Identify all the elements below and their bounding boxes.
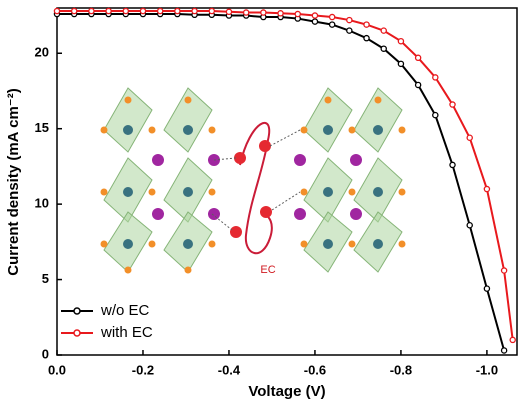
legend-marker: [73, 307, 81, 315]
y-axis-title: Current density (mA cm⁻²): [5, 88, 22, 275]
data-point: [191, 7, 198, 15]
data-point: [260, 9, 267, 16]
legend-label: w/o EC: [100, 302, 150, 319]
x-tick-label: -0.6: [304, 362, 326, 377]
x-tick-label: -0.8: [390, 362, 412, 377]
y-tick-label: 20: [35, 45, 49, 60]
data-point: [156, 7, 164, 15]
y-tick-label: 0: [42, 346, 49, 361]
data-point: [483, 285, 491, 292]
series-line: [57, 10, 514, 341]
data-point: [466, 134, 473, 141]
data-point: [139, 7, 147, 15]
data-point: [449, 101, 456, 108]
data-point: [414, 54, 422, 62]
x-tick-label: -0.2: [132, 362, 154, 377]
data-point: [397, 37, 405, 45]
data-point: [363, 21, 370, 28]
data-point: [509, 336, 516, 344]
y-tick-label: 10: [35, 196, 49, 211]
legend-marker: [73, 329, 81, 337]
annotation: EC: [260, 264, 275, 276]
data-point: [500, 347, 508, 354]
legend-label: with EC: [100, 324, 153, 341]
data-point: [105, 7, 112, 15]
data-point: [346, 27, 353, 34]
data-point: [208, 7, 216, 15]
data-point: [414, 81, 422, 89]
data-point: [449, 161, 456, 169]
x-tick-label: 0.0: [48, 362, 66, 377]
data-point: [328, 21, 336, 28]
data-point: [53, 7, 61, 15]
data-point: [174, 7, 181, 15]
data-point: [363, 34, 370, 42]
structure-inset: [100, 87, 406, 274]
data-point: [432, 74, 439, 81]
data-point: [242, 9, 250, 16]
data-point: [466, 222, 473, 229]
data-point: [346, 16, 353, 24]
data-point: [311, 12, 319, 19]
x-axis-title: Voltage (V): [248, 383, 325, 400]
data-point: [397, 60, 405, 68]
data-point: [328, 13, 336, 21]
data-point: [432, 111, 439, 119]
x-tick-label: -1.0: [476, 362, 498, 377]
data-point: [294, 10, 301, 18]
data-point: [380, 45, 387, 52]
data-point: [277, 10, 284, 17]
data-point: [70, 7, 78, 15]
y-tick-label: 5: [42, 271, 49, 286]
data-point: [225, 8, 233, 16]
data-point: [122, 7, 130, 15]
data-point: [88, 7, 95, 15]
y-tick-label: 15: [35, 120, 49, 135]
data-point: [380, 27, 387, 34]
x-tick-label: -0.4: [218, 362, 241, 377]
plot-frame: [56, 7, 518, 356]
data-point: [500, 267, 508, 274]
data-point: [483, 185, 491, 193]
data-point: [311, 18, 319, 25]
